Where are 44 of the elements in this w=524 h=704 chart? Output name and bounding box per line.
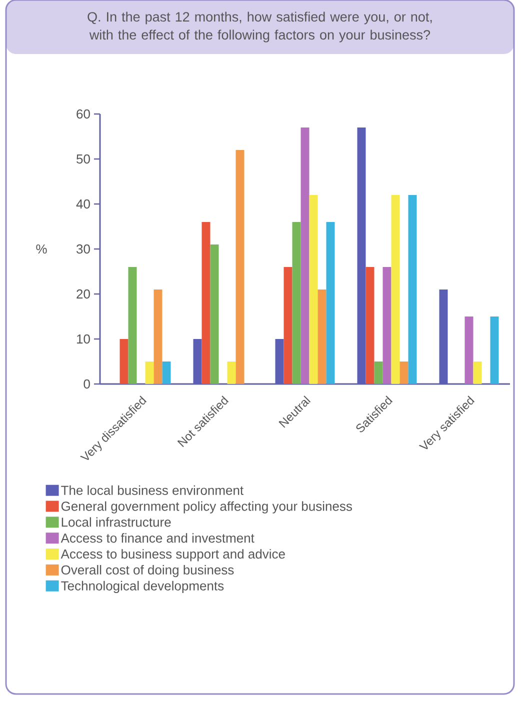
bar xyxy=(275,338,284,384)
y-tick-label: 30 xyxy=(76,244,90,254)
bar xyxy=(162,362,171,384)
bar xyxy=(382,267,392,384)
bar xyxy=(145,362,154,384)
bar xyxy=(128,267,137,384)
bar xyxy=(292,222,301,384)
bar xyxy=(374,362,383,384)
y-tick-label: 0 xyxy=(84,379,90,389)
bar xyxy=(391,195,400,384)
bar xyxy=(490,316,499,384)
y-tick-label: 10 xyxy=(76,334,90,344)
legend-label: General government policy affecting your business xyxy=(61,501,352,514)
bar xyxy=(227,362,236,384)
y-tick-label: 40 xyxy=(76,199,90,209)
bar xyxy=(284,267,292,384)
bar xyxy=(154,290,162,384)
y-tick-label: 60 xyxy=(76,109,90,119)
bar xyxy=(439,290,448,384)
legend-label: Access to business support and advice xyxy=(60,549,285,562)
legend-label: Access to finance and investment xyxy=(60,533,254,543)
bar xyxy=(473,362,482,384)
legend-label: Overall cost of doing business xyxy=(61,564,234,578)
bar xyxy=(236,150,244,384)
bar xyxy=(408,195,417,384)
bar xyxy=(357,128,366,384)
y-tick-label: 50 xyxy=(76,154,90,164)
y-axis-title: % xyxy=(36,244,47,254)
bar xyxy=(309,195,318,384)
bar xyxy=(300,128,310,384)
bar xyxy=(326,222,335,384)
legend-label: Technological developments xyxy=(61,580,224,594)
bar xyxy=(318,290,326,384)
bar xyxy=(193,338,202,384)
bar xyxy=(400,362,408,384)
bar xyxy=(366,267,374,384)
bar xyxy=(210,244,219,384)
legend-label: The local business environment xyxy=(61,485,244,495)
chart-title: Q. In the past 12 months, how satisfied were you, or not, with the effect of the following factors on your business? xyxy=(88,12,432,42)
bar xyxy=(120,338,128,384)
bar xyxy=(202,222,210,384)
legend-label: Local infrastructure xyxy=(62,517,171,527)
y-tick-label: 20 xyxy=(76,289,90,299)
bar xyxy=(464,316,474,384)
